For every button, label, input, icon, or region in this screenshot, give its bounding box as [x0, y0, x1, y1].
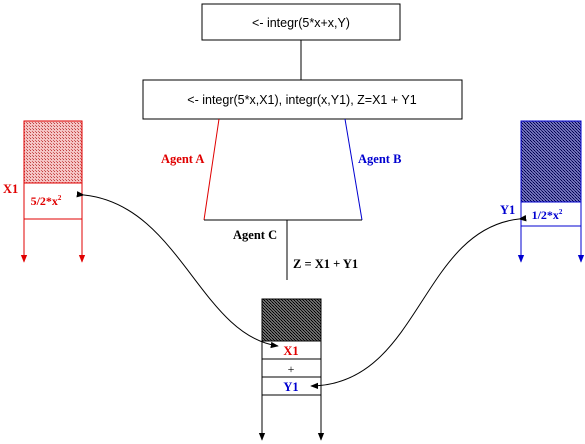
- bottom-stack-y1-text: Y1: [283, 380, 298, 394]
- bottom-stack-plus-text: +: [288, 362, 295, 376]
- top-goal-box: <- integr(5*x+x,Y): [201, 3, 401, 41]
- top-goal-text: <- integr(5*x+x,Y): [252, 16, 350, 30]
- middle-goal-box: <- integr(5*x,X1), integr(x,Y1), Z=X1 + …: [142, 79, 463, 120]
- agent-a-edge: [203, 118, 220, 221]
- link-left-to-x1: [76, 191, 279, 349]
- bottom-stack-hatched-cell: [261, 298, 322, 342]
- bottom-stack: X1 + Y1: [258, 298, 325, 441]
- agent-a-label: Agent A: [161, 152, 204, 166]
- middle-goal-text: <- integr(5*x,X1), integr(x,Y1), Z=X1 + …: [187, 93, 416, 107]
- right-stack-value: 1/2*x2: [532, 208, 563, 222]
- right-stack: 1/2*x2 Y1: [500, 120, 585, 263]
- left-stack-value: 5/2*x2: [31, 194, 62, 208]
- agent-b-label: Agent B: [358, 152, 401, 166]
- bottom-stack-x1-text: X1: [283, 344, 298, 358]
- left-stack-var-label: X1: [3, 182, 18, 196]
- agent-b-edge: [344, 118, 363, 221]
- agent-c-equation: Z = X1 + Y1: [293, 257, 358, 271]
- link-right-to-y1: [310, 215, 527, 390]
- left-stack-hatched-cell: [23, 120, 83, 184]
- left-stack: 5/2*x2 X1: [3, 120, 86, 263]
- right-stack-hatched-cell: [520, 120, 582, 203]
- right-stack-var-label: Y1: [500, 203, 515, 217]
- agent-c-label: Agent C: [233, 228, 277, 242]
- left-stack-value-cell: [23, 182, 83, 220]
- right-stack-value-cell: [520, 201, 582, 227]
